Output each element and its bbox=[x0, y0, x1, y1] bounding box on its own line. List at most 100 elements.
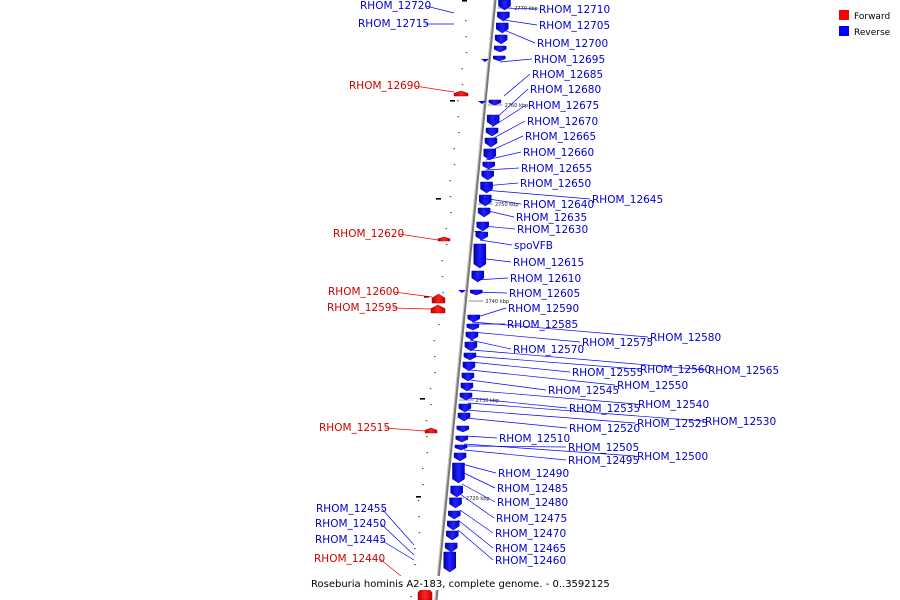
reverse-gene-label[interactable]: RHOM_12640 bbox=[523, 199, 594, 211]
reverse-gene-arrow bbox=[471, 270, 485, 283]
label-leaders bbox=[379, 5, 707, 591]
reverse-leader bbox=[469, 355, 639, 370]
scale-dot bbox=[450, 212, 452, 214]
reverse-leader bbox=[483, 209, 515, 218]
reverse-gene-label[interactable]: RHOM_12700 bbox=[537, 38, 608, 50]
reverse-gene-label[interactable]: RHOM_12510 bbox=[499, 433, 570, 445]
reverse-gene-label[interactable]: RHOM_12480 bbox=[497, 497, 568, 509]
reverse-leader bbox=[465, 417, 568, 429]
reverse-leader bbox=[469, 361, 571, 373]
reverse-gene-label[interactable]: RHOM_12670 bbox=[527, 116, 598, 128]
reverse-gene-label[interactable]: RHOM_12635 bbox=[516, 212, 587, 224]
reverse-gene-label[interactable]: RHOM_12710 bbox=[539, 4, 610, 16]
reverse-gene-label[interactable]: RHOM_12585 bbox=[507, 319, 578, 331]
scale-dot bbox=[453, 164, 456, 166]
reverse-gene-label[interactable]: RHOM_12475 bbox=[496, 513, 567, 525]
scale-dot bbox=[414, 564, 417, 566]
scale-dot bbox=[457, 116, 460, 118]
reverse-gene-label[interactable]: RHOM_12535 bbox=[569, 403, 640, 415]
reverse-leader bbox=[459, 493, 495, 519]
reverse-gene-label[interactable]: RHOM_12590 bbox=[508, 303, 579, 315]
forward-gene-label[interactable]: RHOM_12620 bbox=[333, 228, 404, 240]
reverse-gene-label[interactable]: RHOM_12630 bbox=[517, 224, 588, 236]
reverse-gene-arrow bbox=[481, 170, 494, 181]
reverse-gene-arrow bbox=[461, 372, 475, 382]
scale-dot bbox=[418, 516, 420, 518]
forward-gene-label[interactable]: RHOM_12450 bbox=[315, 518, 386, 530]
legend-forward-label: Forward bbox=[854, 12, 890, 22]
reverse-gene-label[interactable]: RHOM_12580 bbox=[650, 332, 721, 344]
reverse-gene-label[interactable]: RHOM_12705 bbox=[539, 20, 610, 32]
forward-gene-label[interactable]: RHOM_12715 bbox=[358, 18, 429, 30]
scale-dot bbox=[449, 196, 452, 198]
reverse-leader bbox=[481, 197, 522, 205]
reverse-gene-label[interactable]: RHOM_12460 bbox=[495, 555, 566, 567]
reverse-gene-marker bbox=[474, 231, 482, 234]
reverse-gene-label[interactable]: RHOM_12675 bbox=[528, 100, 599, 112]
reverse-gene-arrow bbox=[485, 127, 499, 137]
reverse-gene-label[interactable]: RHOM_12695 bbox=[534, 54, 605, 66]
reverse-leader bbox=[483, 225, 516, 230]
reverse-gene-label[interactable]: RHOM_12570 bbox=[513, 344, 584, 356]
reverse-gene-arrow bbox=[464, 341, 478, 352]
reverse-gene-label[interactable]: RHOM_12560 bbox=[640, 364, 711, 376]
forward-gene-label[interactable]: RHOM_12720 bbox=[360, 0, 431, 12]
reverse-gene-arrow bbox=[466, 323, 480, 331]
reverse-gene-label[interactable]: RHOM_12470 bbox=[495, 528, 566, 540]
reverse-gene-label[interactable]: RHOM_12665 bbox=[525, 131, 596, 143]
reverse-gene-label[interactable]: RHOM_12685 bbox=[532, 69, 603, 81]
reverse-gene-label[interactable]: RHOM_12540 bbox=[638, 399, 709, 411]
reverse-gene-label[interactable]: RHOM_12505 bbox=[568, 442, 639, 454]
reverse-gene-label[interactable]: spoVFB bbox=[514, 240, 553, 252]
reverse-gene-label[interactable]: RHOM_12610 bbox=[510, 273, 581, 285]
reverse-gene-arrow bbox=[448, 510, 461, 520]
legend-reverse-label: Reverse bbox=[854, 28, 891, 38]
reverse-gene-label[interactable]: RHOM_12565 bbox=[708, 365, 779, 377]
reverse-gene-arrow bbox=[453, 452, 467, 462]
reverse-gene-label[interactable]: RHOM_12645 bbox=[592, 194, 663, 206]
forward-gene-label[interactable]: RHOM_12600 bbox=[328, 286, 399, 298]
scale-dot bbox=[422, 484, 424, 486]
scale-dot bbox=[445, 228, 448, 230]
reverse-leader bbox=[473, 291, 508, 294]
forward-gene-label[interactable]: RHOM_12445 bbox=[315, 534, 386, 546]
reverse-leader bbox=[471, 349, 707, 371]
reverse-gene-label[interactable]: RHOM_12655 bbox=[521, 163, 592, 175]
reverse-gene-label[interactable]: RHOM_12680 bbox=[530, 84, 601, 96]
reverse-gene-label[interactable]: RHOM_12650 bbox=[520, 178, 591, 190]
reverse-gene-label[interactable]: RHOM_12615 bbox=[513, 257, 584, 269]
forward-gene-label[interactable]: RHOM_12690 bbox=[349, 80, 420, 92]
reverse-gene-label[interactable]: RHOM_12465 bbox=[495, 543, 566, 555]
reverse-gene-label[interactable]: RHOM_12555 bbox=[572, 367, 643, 379]
forward-gene-label[interactable]: RHOM_12440 bbox=[314, 553, 385, 565]
reverse-leader bbox=[499, 58, 533, 63]
scale-dot bbox=[457, 100, 459, 102]
scale-dot bbox=[441, 276, 444, 278]
reverse-gene-label[interactable]: RHOM_12605 bbox=[509, 288, 580, 300]
forward-gene-label[interactable]: RHOM_12595 bbox=[327, 302, 398, 314]
reverse-gene-label[interactable]: RHOM_12490 bbox=[498, 468, 569, 480]
reverse-gene-label[interactable]: RHOM_12500 bbox=[637, 451, 708, 463]
reverse-gene-label[interactable]: RHOM_12660 bbox=[523, 147, 594, 159]
reverse-gene-label[interactable]: RHOM_12485 bbox=[497, 483, 568, 495]
forward-leader bbox=[384, 427, 426, 432]
forward-leader bbox=[393, 291, 433, 298]
forward-leader bbox=[425, 5, 455, 14]
reverse-gene-label[interactable]: RHOM_12525 bbox=[637, 418, 708, 430]
forward-gene-arrow bbox=[437, 236, 451, 242]
reverse-gene-label[interactable]: RHOM_12520 bbox=[569, 423, 640, 435]
reverse-gene-label[interactable]: RHOM_12530 bbox=[705, 416, 776, 428]
reverse-gene-label[interactable]: RHOM_12575 bbox=[582, 337, 653, 349]
forward-gene-label[interactable]: RHOM_12455 bbox=[316, 503, 387, 515]
reverse-gene-label[interactable]: RHOM_12495 bbox=[568, 455, 639, 467]
scale-dot bbox=[425, 420, 428, 422]
scale-dash bbox=[450, 100, 455, 102]
forward-gene-arrow bbox=[431, 293, 446, 304]
reverse-gene-label[interactable]: RHOM_12545 bbox=[548, 385, 619, 397]
forward-gene-label[interactable]: RHOM_12515 bbox=[319, 422, 390, 434]
tick-label: 2720 kbp bbox=[466, 496, 490, 502]
reverse-leader bbox=[467, 402, 704, 422]
reverse-gene-arrow bbox=[467, 314, 480, 323]
reverse-gene-label[interactable]: RHOM_12550 bbox=[617, 380, 688, 392]
